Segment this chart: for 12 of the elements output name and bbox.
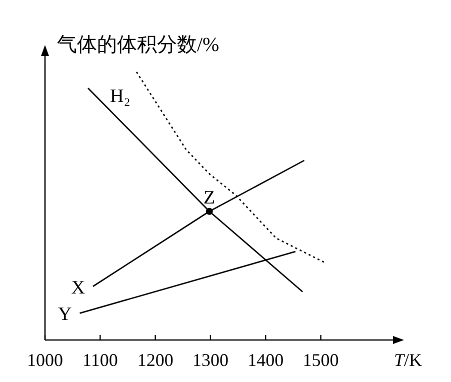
series-label: Y	[58, 304, 72, 326]
x-axis-title: T/K	[394, 350, 422, 370]
annotation: Z	[204, 187, 216, 208]
x-tick-label: 1100	[82, 350, 118, 370]
x-tick-label: 1500	[302, 350, 339, 370]
x-tick-label: 1200	[137, 350, 174, 370]
x-tick-label: 1400	[248, 350, 284, 370]
series-label: X	[71, 277, 86, 298]
series-label: H₂	[110, 86, 130, 108]
y-axis-title: 气体的体积分数/%	[57, 34, 220, 56]
x-tick-label: 1000	[27, 350, 63, 370]
x-tick-label: 1300	[192, 350, 228, 370]
